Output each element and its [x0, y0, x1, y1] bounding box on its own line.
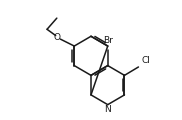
Text: Br: Br	[103, 36, 113, 45]
Text: Cl: Cl	[142, 56, 151, 65]
Text: N: N	[104, 105, 111, 114]
Text: O: O	[53, 33, 60, 42]
